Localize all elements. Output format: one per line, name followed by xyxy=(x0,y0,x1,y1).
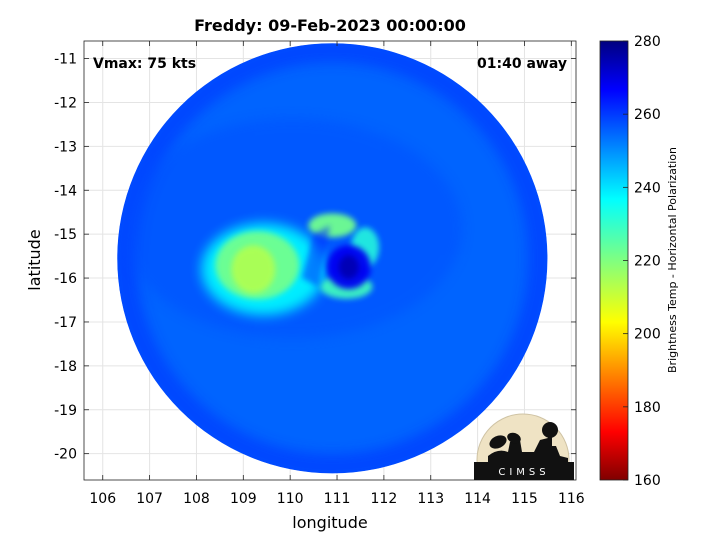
x-tick-label: 115 xyxy=(511,491,538,507)
swath-seam xyxy=(301,225,330,287)
x-tick-label: 112 xyxy=(371,491,398,507)
colorbar-ticks: 280 260 240 220 200 180 160 xyxy=(623,34,661,489)
colorbar-tick-label: 240 xyxy=(634,180,661,196)
y-tick-label: -16 xyxy=(54,271,77,287)
chart-title: Freddy: 09-Feb-2023 00:00:00 xyxy=(194,16,466,35)
brightness-swath xyxy=(117,43,548,474)
vmax-annotation: Vmax: 75 kts xyxy=(93,56,196,72)
x-tick-label: 116 xyxy=(558,491,585,507)
x-axis-label: longitude xyxy=(292,513,367,532)
colorbar-tick-label: 160 xyxy=(634,473,661,489)
x-tick-label: 110 xyxy=(277,491,304,507)
colorbar-tick-label: 220 xyxy=(634,254,661,270)
x-tick-label: 113 xyxy=(417,491,444,507)
colorbar-tick-label: 180 xyxy=(634,400,661,416)
colorbar-tick-label: 200 xyxy=(634,327,661,343)
y-tick-label: -15 xyxy=(54,227,77,243)
y-axis-ticks: -11 -12 -13 -14 -15 -16 -17 -18 -19 -20 xyxy=(54,52,576,463)
y-axis-label: latitude xyxy=(25,229,44,290)
colorbar-tick-label: 260 xyxy=(634,107,661,123)
colorbar-tick-label: 280 xyxy=(634,34,661,50)
y-tick-label: -19 xyxy=(54,403,77,419)
time-offset-annotation: 01:40 away xyxy=(477,56,567,72)
y-tick-label: -12 xyxy=(54,95,77,111)
swath-layer xyxy=(117,43,548,474)
x-tick-label: 108 xyxy=(183,491,210,507)
y-tick-label: -14 xyxy=(54,183,77,199)
cimss-logo: CIMSS xyxy=(474,413,574,480)
plot-frame xyxy=(83,40,577,481)
y-tick-label: -18 xyxy=(54,359,77,375)
x-tick-label: 109 xyxy=(230,491,257,507)
x-tick-label: 111 xyxy=(324,491,351,507)
colorbar-label: Brightness Temp - Horizontal Polarizatio… xyxy=(666,147,679,373)
x-tick-label: 106 xyxy=(89,491,116,507)
outer-band xyxy=(117,43,548,474)
y-tick-label: -17 xyxy=(54,315,77,331)
convection-core xyxy=(231,245,276,294)
x-tick-label: 114 xyxy=(464,491,491,507)
y-tick-label: -11 xyxy=(54,52,77,68)
x-tick-label: 107 xyxy=(136,491,163,507)
y-tick-label: -20 xyxy=(54,447,77,463)
x-axis-ticks: 106 107 108 109 110 111 112 113 114 115 116 xyxy=(89,41,585,507)
eye-center xyxy=(338,255,359,280)
y-tick-label: -13 xyxy=(54,139,77,155)
logo-text: CIMSS xyxy=(498,467,549,478)
